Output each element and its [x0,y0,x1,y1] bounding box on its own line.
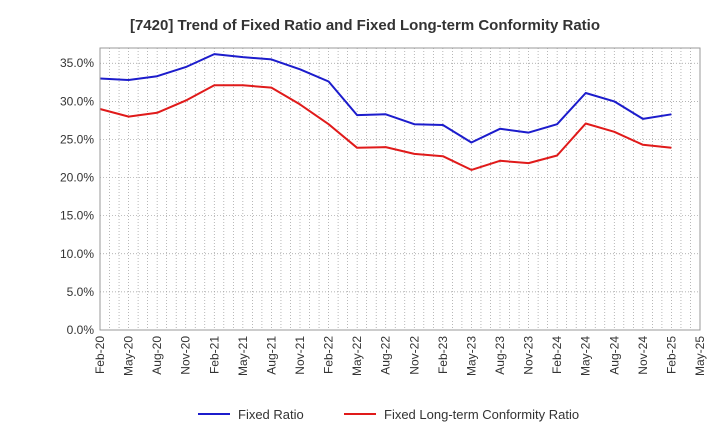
y-tick-label: 25.0% [60,132,94,146]
series-line-fixed-ratio [99,53,672,144]
y-tick-label: 30.0% [60,94,94,108]
x-tick-label: May-21 [236,336,250,376]
legend-label: Fixed Ratio [238,407,304,422]
y-tick-label: 20.0% [60,171,94,185]
y-tick-label: 10.0% [60,247,94,261]
y-axis-ticks: 0.0% 5.0% 10.0% 15.0% 20.0% 25.0% 30.0% 35.0% [60,56,94,337]
x-tick-label: Aug-20 [150,336,164,375]
x-tick-label: Feb-20 [93,336,107,374]
x-tick-label: May-20 [122,336,136,376]
series-line-fixed-long-term-conformity-ratio [99,84,672,171]
x-tick-label: Aug-23 [493,336,507,375]
plot-frame [99,47,701,331]
x-tick-label: Feb-21 [207,336,221,374]
y-tick-label: 35.0% [60,56,94,70]
x-tick-label: Nov-24 [636,336,650,375]
x-axis-ticks: Feb-20 May-20 Aug-20 Nov-20 Feb-21 May-21 Aug-… [93,336,707,376]
x-tick-label: Feb-24 [550,336,564,374]
chart-title: [7420] Trend of Fixed Ratio and Fixed Lo… [130,17,600,34]
x-tick-label: Aug-22 [379,336,393,375]
grid [99,48,701,331]
x-tick-label: Feb-25 [664,336,678,374]
x-tick-label: Nov-21 [293,336,307,375]
y-tick-label: 0.0% [67,323,95,337]
series-layer [99,53,672,171]
x-tick-label: May-25 [693,336,707,376]
x-tick-label: May-22 [350,336,364,376]
legend-label: Fixed Long-term Conformity Ratio [384,407,579,422]
legend: Fixed Ratio Fixed Long-term Conformity Ra… [198,407,579,422]
y-tick-label: 5.0% [67,285,95,299]
x-tick-label: Nov-22 [407,336,421,375]
x-tick-label: May-23 [464,336,478,376]
x-tick-label: Feb-23 [436,336,450,374]
y-tick-label: 15.0% [60,209,94,223]
x-tick-label: May-24 [579,336,593,376]
x-tick-label: Aug-24 [607,336,621,375]
x-tick-label: Feb-22 [322,336,336,374]
x-tick-label: Nov-20 [179,336,193,375]
x-tick-label: Nov-23 [522,336,536,375]
x-tick-label: Aug-21 [264,336,278,375]
